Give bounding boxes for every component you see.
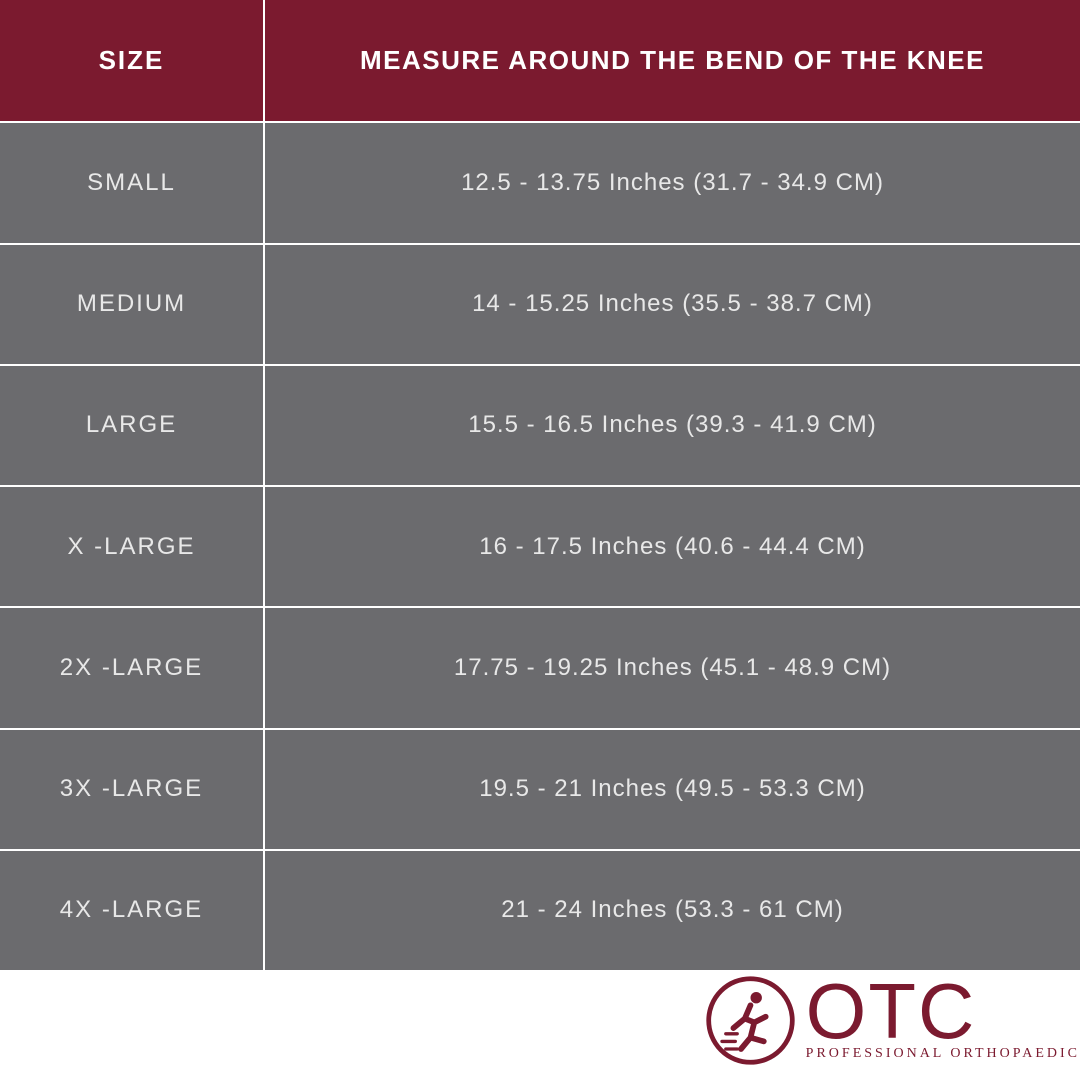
logo-text-wrapper: OTC PROFESSIONAL ORTHOPAEDIC xyxy=(806,970,1080,1070)
cell-measure: 17.75 - 19.25 Inches (45.1 - 48.9 CM) xyxy=(265,608,1080,727)
cell-measure: 21 - 24 Inches (53.3 - 61 CM) xyxy=(265,851,1080,970)
table-row: 2X -LARGE 17.75 - 19.25 Inches (45.1 - 4… xyxy=(0,606,1080,727)
cell-size: MEDIUM xyxy=(0,245,265,364)
table-header-row: SIZE MEASURE AROUND THE BEND OF THE KNEE xyxy=(0,0,1080,121)
cell-size: SMALL xyxy=(0,123,265,242)
cell-size: 4X -LARGE xyxy=(0,851,265,970)
cell-size: X -LARGE xyxy=(0,487,265,606)
size-chart-table: SIZE MEASURE AROUND THE BEND OF THE KNEE… xyxy=(0,0,1080,970)
runner-icon xyxy=(696,970,806,1070)
cell-measure: 15.5 - 16.5 Inches (39.3 - 41.9 CM) xyxy=(265,366,1080,485)
logo-subtitle: PROFESSIONAL ORTHOPAEDIC xyxy=(806,1046,1080,1062)
header-measure: MEASURE AROUND THE BEND OF THE KNEE xyxy=(265,0,1080,121)
header-size: SIZE xyxy=(0,0,265,121)
cell-size: 2X -LARGE xyxy=(0,608,265,727)
table-row: LARGE 15.5 - 16.5 Inches (39.3 - 41.9 CM… xyxy=(0,364,1080,485)
cell-measure: 14 - 15.25 Inches (35.5 - 38.7 CM) xyxy=(265,245,1080,364)
cell-size: 3X -LARGE xyxy=(0,730,265,849)
cell-measure: 16 - 17.5 Inches (40.6 - 44.4 CM) xyxy=(265,487,1080,606)
brand-logo: OTC PROFESSIONAL ORTHOPAEDIC xyxy=(696,970,1080,1080)
table-row: MEDIUM 14 - 15.25 Inches (35.5 - 38.7 CM… xyxy=(0,243,1080,364)
cell-measure: 19.5 - 21 Inches (49.5 - 53.3 CM) xyxy=(265,730,1080,849)
cell-size: LARGE xyxy=(0,366,265,485)
logo-text: OTC xyxy=(806,978,1080,1044)
cell-measure: 12.5 - 13.75 Inches (31.7 - 34.9 CM) xyxy=(265,123,1080,242)
table-row: X -LARGE 16 - 17.5 Inches (40.6 - 44.4 C… xyxy=(0,485,1080,606)
table-row: SMALL 12.5 - 13.75 Inches (31.7 - 34.9 C… xyxy=(0,121,1080,242)
table-row: 3X -LARGE 19.5 - 21 Inches (49.5 - 53.3 … xyxy=(0,728,1080,849)
table-row: 4X -LARGE 21 - 24 Inches (53.3 - 61 CM) xyxy=(0,849,1080,970)
